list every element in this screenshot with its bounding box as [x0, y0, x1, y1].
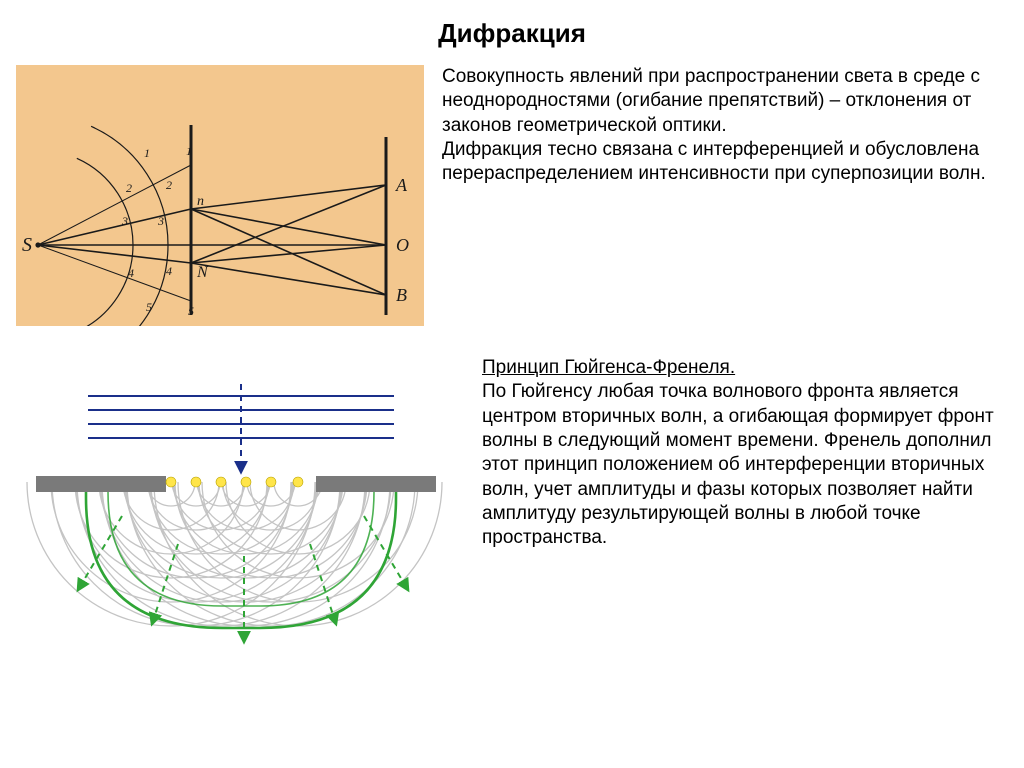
geometry-diagram: Sn N A O B 1 2 3 4 5 1 2 3 4 5 — [16, 65, 424, 326]
svg-text:4: 4 — [166, 264, 172, 278]
section-2-heading: Принцип Гюйгенса-Френеля. — [482, 357, 735, 378]
svg-text:2: 2 — [166, 178, 172, 192]
huygens-fresnel-figure — [16, 356, 456, 656]
svg-text:3: 3 — [121, 214, 128, 228]
diffraction-geometry-figure: Sn N A O B 1 2 3 4 5 1 2 3 4 5 — [16, 65, 424, 326]
svg-text:O: O — [396, 235, 409, 255]
section-2-text: Принцип Гюйгенса-Френеля. По Гюйгенсу лю… — [456, 356, 1008, 551]
svg-text:B: B — [396, 285, 407, 305]
svg-text:5: 5 — [188, 304, 194, 318]
svg-text:N: N — [196, 264, 209, 281]
svg-text:n: n — [197, 194, 204, 209]
section-1-text: Совокупность явлений при распространении… — [424, 65, 1008, 187]
section-2-body: По Гюйгенсу любая точка волнового фронта… — [482, 381, 994, 548]
section-2: Принцип Гюйгенса-Френеля. По Гюйгенсу лю… — [0, 356, 1024, 656]
svg-text:1: 1 — [186, 144, 192, 158]
svg-text:4: 4 — [128, 266, 134, 280]
section-1: Sn N A O B 1 2 3 4 5 1 2 3 4 5 Совокупность явлений пр… — [0, 65, 1024, 326]
svg-text:1: 1 — [144, 146, 150, 160]
svg-text:3: 3 — [157, 214, 164, 228]
svg-text:5: 5 — [146, 300, 152, 314]
huygens-diagram — [16, 356, 456, 656]
page-title: Дифракция — [0, 0, 1024, 65]
svg-text:A: A — [395, 175, 408, 195]
svg-text:S: S — [22, 234, 32, 256]
svg-text:2: 2 — [126, 181, 132, 195]
